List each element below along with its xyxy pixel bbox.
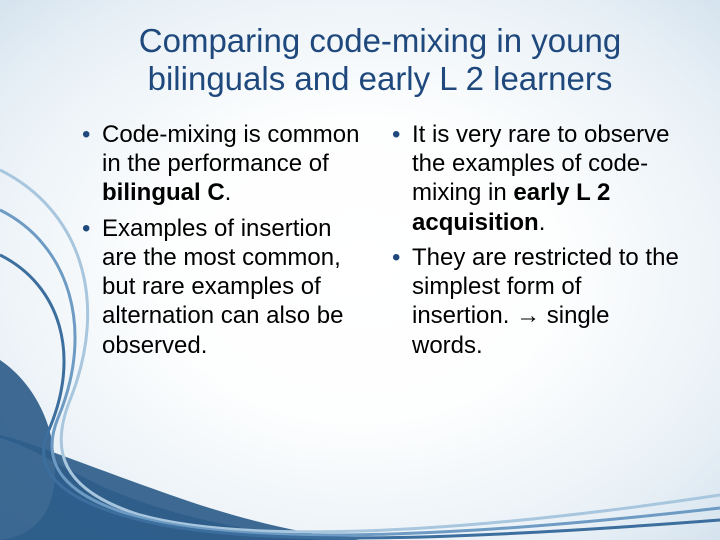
- slide: Comparing code-mixing in young bilingual…: [0, 0, 720, 540]
- bullet-text-post: .: [539, 209, 546, 236]
- two-column-layout: Code-mixing is common in the performance…: [80, 120, 680, 366]
- list-item: It is very rare to observe the examples …: [390, 120, 680, 237]
- slide-title: Comparing code-mixing in young bilingual…: [80, 22, 680, 98]
- list-item: Code-mixing is common in the performance…: [80, 120, 370, 208]
- left-column: Code-mixing is common in the performance…: [80, 120, 370, 366]
- right-bullet-list: It is very rare to observe the examples …: [390, 120, 680, 360]
- right-column: It is very rare to observe the examples …: [390, 120, 680, 366]
- bullet-text-pre: Examples of insertion are the most commo…: [102, 215, 344, 359]
- list-item: Examples of insertion are the most commo…: [80, 214, 370, 360]
- bullet-text-bold: bilingual C: [102, 179, 225, 206]
- arrow-glyph: →: [516, 302, 540, 329]
- bullet-text-post: .: [225, 179, 232, 206]
- bullet-text-pre: Code-mixing is common in the performance…: [102, 121, 359, 177]
- left-bullet-list: Code-mixing is common in the performance…: [80, 120, 370, 360]
- list-item: They are restricted to the simplest form…: [390, 243, 680, 360]
- content-area: Comparing code-mixing in young bilingual…: [0, 0, 720, 540]
